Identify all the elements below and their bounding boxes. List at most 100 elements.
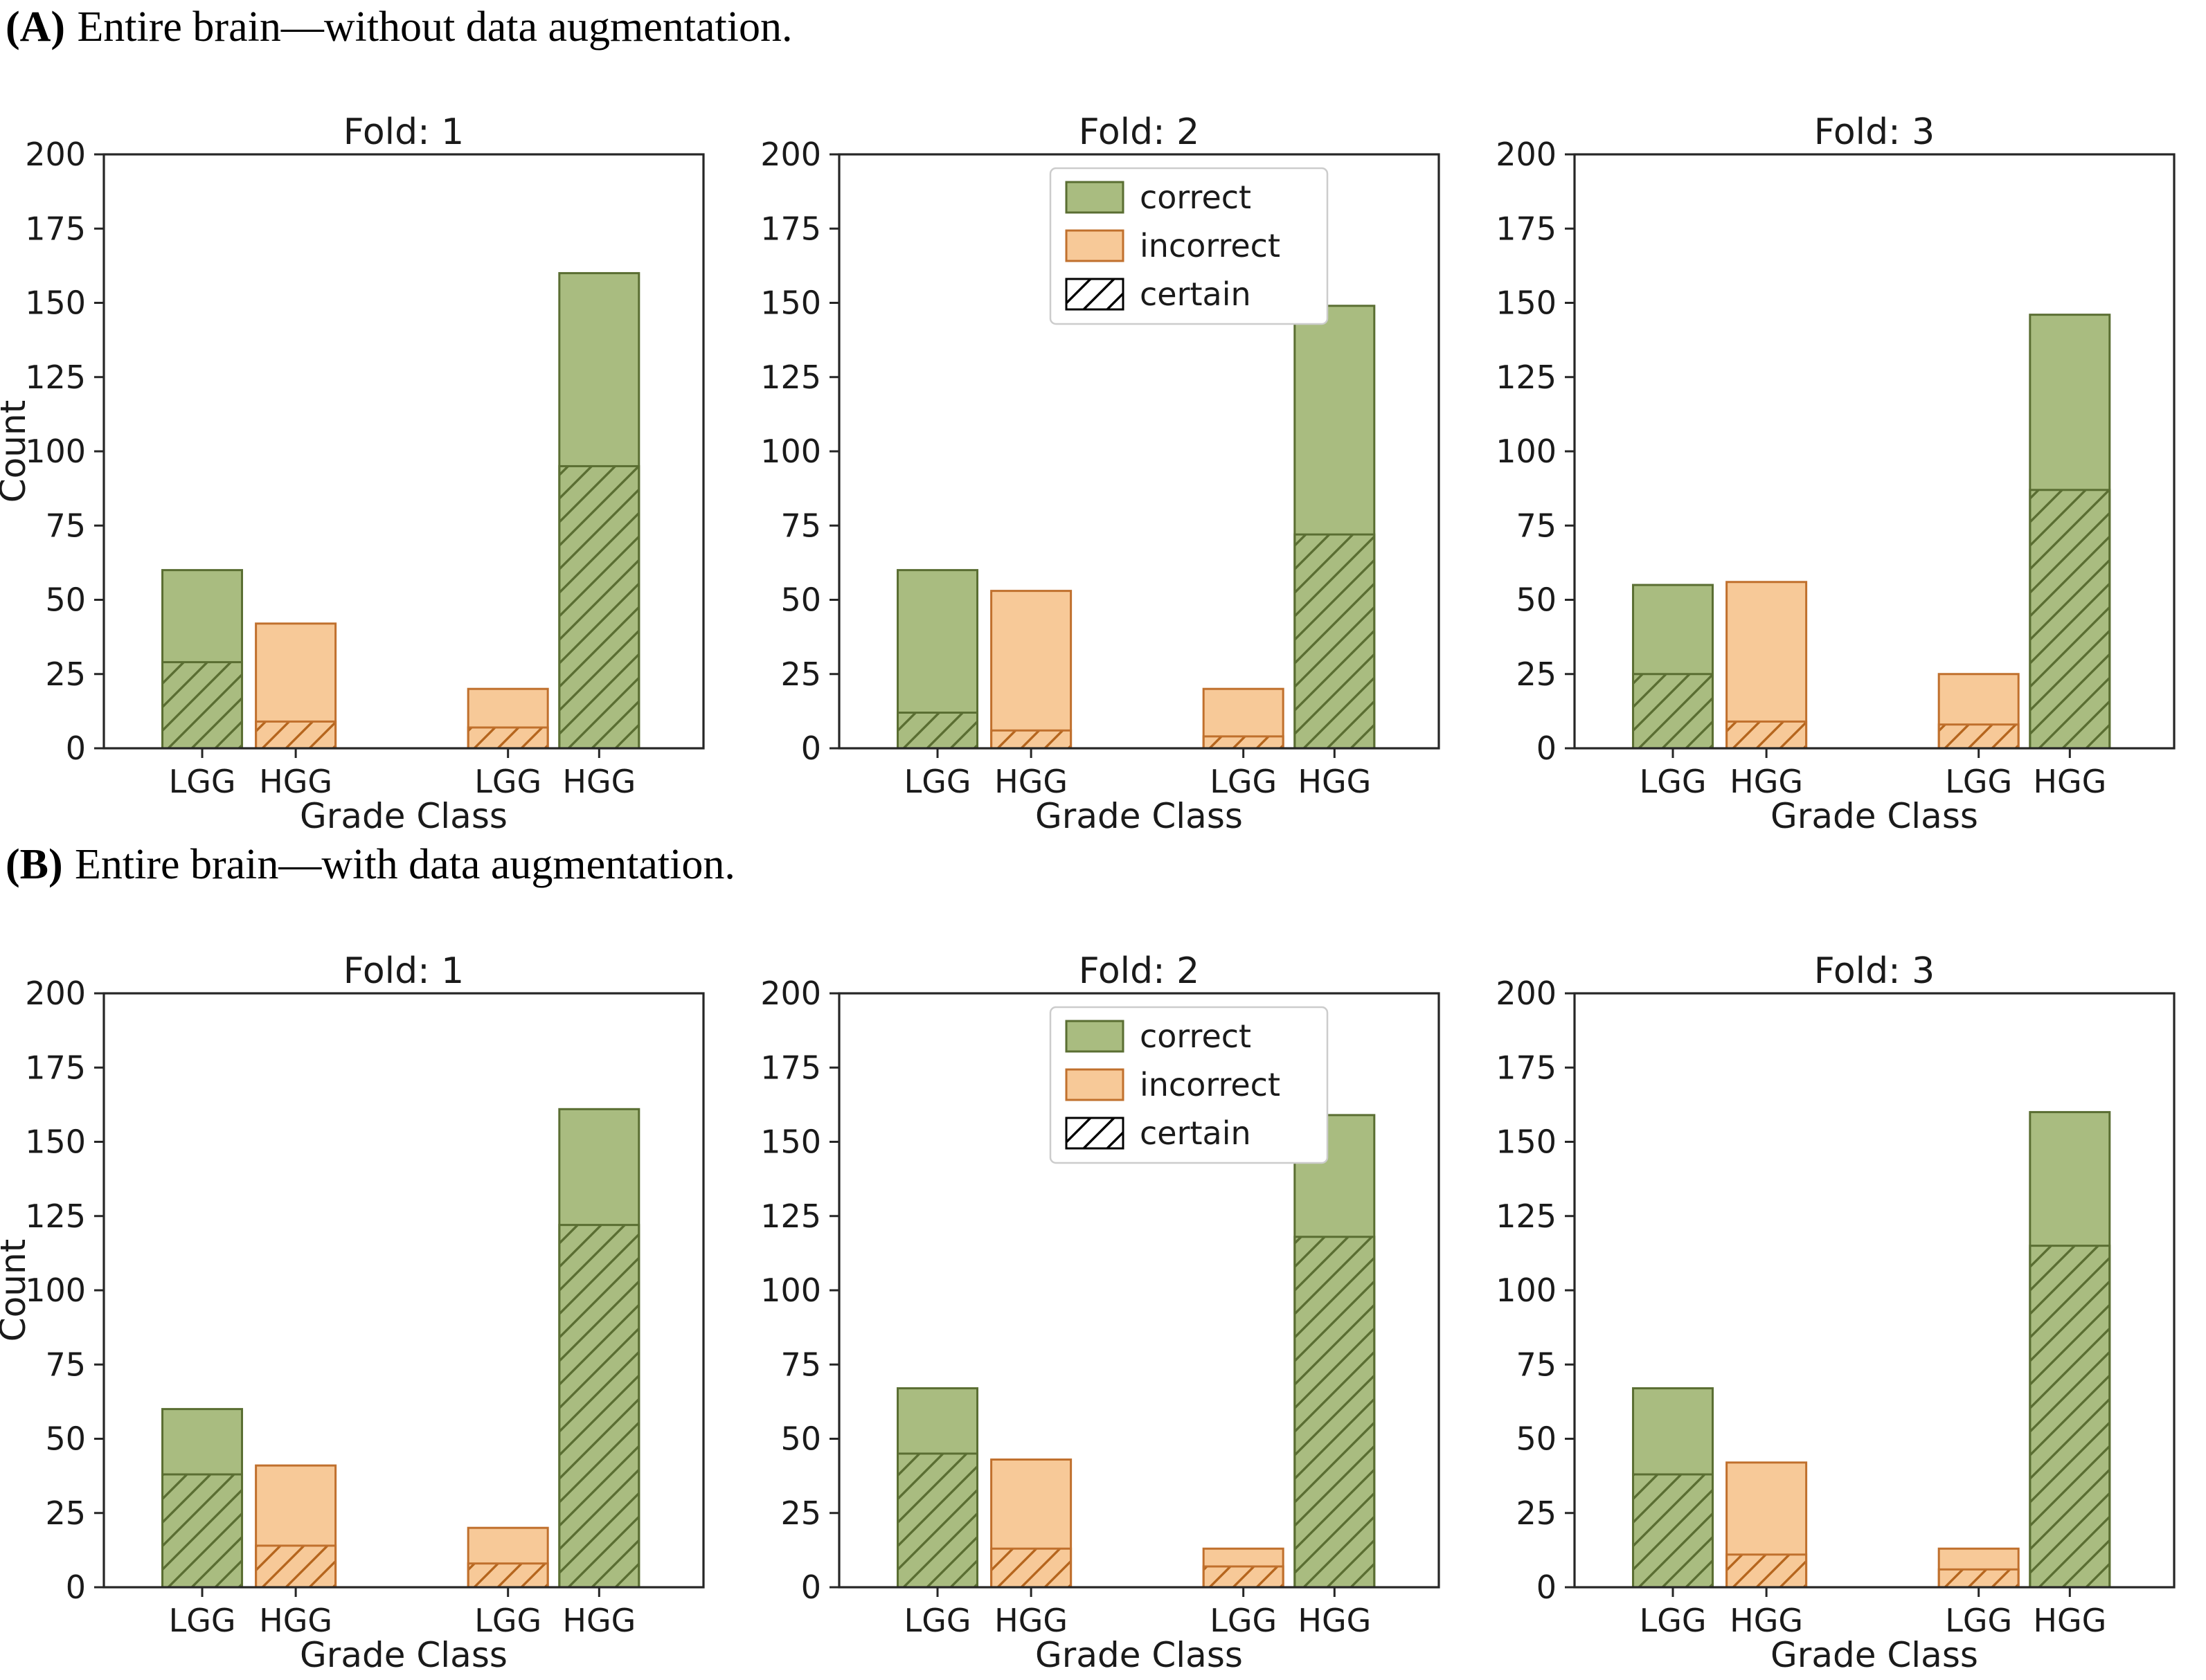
bar-certain: [161, 1473, 244, 1589]
bar-certain: [255, 1544, 337, 1589]
y-tick-label: 25: [780, 656, 821, 693]
chart-panel-b-fold-3: Fold: 3 0 25 50 75 100 125 150 175 200 LGG HGG LGG HG…: [1471, 955, 2206, 1679]
grade-class-label: Grade Class: [300, 796, 508, 836]
bar-certain: [558, 1224, 640, 1589]
grade-class-label: Grade Class: [1770, 796, 1978, 836]
x-tick-label: HGG: [259, 763, 332, 800]
y-tick-label: 50: [1516, 581, 1557, 619]
x-tick-label: LGG: [1640, 1602, 1707, 1639]
y-tick-label: 75: [1516, 1346, 1557, 1383]
y-tick-label: 100: [760, 1272, 821, 1309]
bar-certain: [255, 720, 337, 750]
y-tick-label: 100: [25, 1272, 86, 1309]
y-tick-label: 25: [1516, 656, 1557, 693]
fold-title: Fold: 1: [343, 116, 464, 153]
legend-item-label: certain: [1140, 1114, 1251, 1152]
legend-swatch-correct: [1065, 181, 1124, 214]
plot-box: [838, 992, 1440, 1589]
fold-title: Fold: 2: [1079, 116, 1199, 153]
count-axis-label: Count: [0, 400, 33, 503]
y-tick-label: 100: [1496, 433, 1557, 470]
chart-svg: Fold: 1 0 25 50 75 100 125 150 175 200 LGG HGG LGG HG…: [0, 955, 705, 1675]
y-tick-label: 200: [760, 975, 821, 1012]
bar-certain: [1725, 1553, 1808, 1589]
legend-item-label: incorrect: [1140, 227, 1280, 264]
y-tick-label: 150: [1496, 284, 1557, 322]
panel-a-label: (A): [6, 3, 66, 51]
y-tick-label: 25: [45, 656, 86, 693]
x-tick-label: LGG: [474, 763, 541, 800]
y-tick-label: 200: [1496, 136, 1557, 173]
plot-box: [838, 153, 1440, 750]
bar-certain: [990, 729, 1073, 750]
y-tick-label: 25: [1516, 1494, 1557, 1532]
count-axis-label: Count: [0, 1239, 33, 1342]
fold-title: Fold: 2: [1079, 955, 1199, 992]
legend-item-label: incorrect: [1140, 1066, 1280, 1103]
x-tick-label: HGG: [1730, 763, 1803, 800]
y-tick-label: 200: [25, 136, 86, 173]
x-tick-label: HGG: [2033, 763, 2106, 800]
bar-certain: [558, 464, 640, 750]
bar-certain: [1725, 720, 1808, 750]
y-tick-label: 175: [1496, 210, 1557, 247]
y-tick-label: 150: [25, 1123, 86, 1161]
legend-swatch-incorrect: [1065, 1068, 1124, 1101]
x-tick-label: HGG: [1730, 1602, 1803, 1639]
bar-certain: [1937, 1568, 2020, 1589]
chart-panel-a-fold-2: Fold: 2 0 25 50 75 100 125 150 175 200 LGG HGG LGG HG…: [735, 116, 1471, 840]
plot-box: [102, 992, 705, 1589]
y-tick-label: 200: [760, 136, 821, 173]
x-tick-label: LGG: [1210, 1602, 1277, 1639]
y-tick-label: 125: [1496, 359, 1557, 396]
y-tick-label: 0: [801, 1569, 821, 1606]
y-tick-label: 50: [1516, 1420, 1557, 1458]
x-tick-label: LGG: [169, 763, 236, 800]
y-tick-label: 75: [45, 1346, 86, 1383]
x-tick-label: HGG: [1298, 1602, 1371, 1639]
bar-certain: [990, 1547, 1073, 1589]
legend-swatch-correct: [1065, 1020, 1124, 1053]
y-tick-label: 100: [760, 433, 821, 470]
y-tick-label: 50: [780, 581, 821, 619]
x-tick-label: HGG: [994, 763, 1068, 800]
y-tick-label: 175: [25, 210, 86, 247]
fold-title: Fold: 3: [1814, 955, 1935, 992]
y-tick-label: 25: [780, 1494, 821, 1532]
grade-class-label: Grade Class: [1035, 796, 1243, 836]
chart-svg: Fold: 3 0 25 50 75 100 125 150 175 200 LGG HGG LGG HG…: [1496, 955, 2176, 1675]
bar-certain: [897, 712, 979, 750]
bar-certain: [1202, 735, 1284, 750]
y-tick-label: 75: [780, 1346, 821, 1383]
legend-swatch-incorrect: [1065, 229, 1124, 262]
x-tick-label: LGG: [474, 1602, 541, 1639]
y-tick-label: 0: [1536, 1569, 1557, 1606]
y-tick-label: 0: [66, 730, 86, 767]
x-tick-label: HGG: [562, 763, 636, 800]
y-tick-label: 25: [45, 1494, 86, 1532]
chart-svg: Fold: 1 0 25 50 75 100 125 150 175 200 LGG HGG LGG HG…: [0, 116, 705, 836]
y-tick-label: 125: [25, 1198, 86, 1235]
chart-svg: Fold: 2 0 25 50 75 100 125 150 175 200 LGG HGG LGG HG…: [760, 116, 1440, 836]
chart-panel-b-fold-2: Fold: 2 0 25 50 75 100 125 150 175 200 LGG HGG LGG HG…: [735, 955, 1471, 1679]
bar-certain: [161, 661, 244, 750]
y-tick-label: 50: [780, 1420, 821, 1458]
bar-certain: [467, 726, 549, 750]
chart-panel-b-fold-1: Fold: 1 0 25 50 75 100 125 150 175 200 LGG HGG LGG HG…: [0, 955, 735, 1679]
x-tick-label: LGG: [1640, 763, 1707, 800]
x-tick-label: LGG: [904, 763, 971, 800]
y-tick-label: 75: [1516, 507, 1557, 544]
x-tick-label: LGG: [169, 1602, 236, 1639]
y-tick-label: 150: [760, 284, 821, 322]
legend-swatch-hatch: [1065, 278, 1124, 311]
y-tick-label: 175: [760, 1049, 821, 1086]
x-tick-label: LGG: [904, 1602, 971, 1639]
plot-box: [1573, 153, 2176, 750]
panel-a-heading: (A) Entire brain—without data augmentatio…: [6, 3, 793, 52]
y-tick-label: 150: [760, 1123, 821, 1161]
y-tick-label: 0: [66, 1569, 86, 1606]
bar-certain: [1937, 723, 2020, 750]
legend-item-label: correct: [1140, 179, 1251, 216]
y-tick-label: 175: [1496, 1049, 1557, 1086]
bar-total-incorrect: [990, 590, 1073, 750]
